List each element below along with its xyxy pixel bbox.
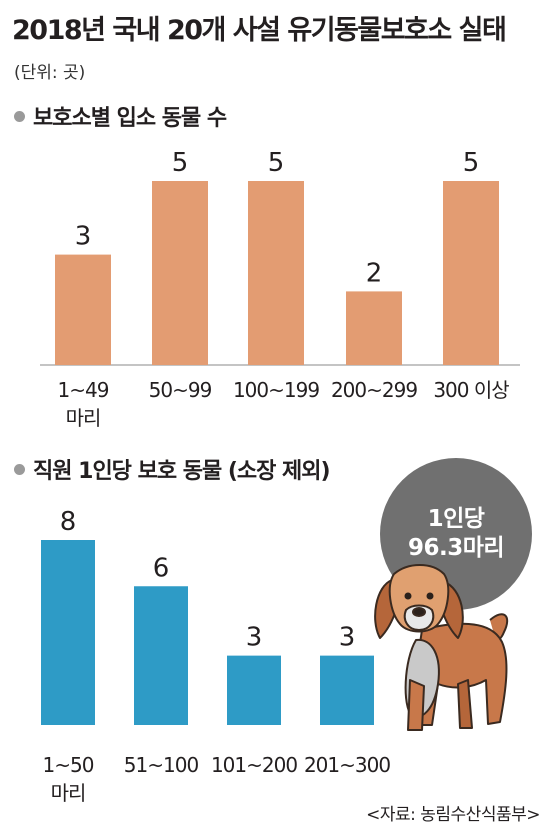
data-label: 3 [246, 623, 263, 653]
tick-label: 201~300 [304, 753, 390, 777]
bullet-icon [14, 110, 25, 122]
chart-intake: 3 1~49 마리 5 50~99 5 100~199 2 200~299 5 300 이상 [40, 148, 520, 430]
data-label: 5 [268, 148, 285, 178]
tick-label: 200~299 [331, 378, 417, 402]
dog-illustration-icon [374, 564, 509, 731]
badge-line2: 96.3마리 [407, 535, 505, 561]
tick-label: 50~99 [149, 378, 212, 402]
data-label: 5 [463, 148, 480, 178]
data-label: 2 [366, 258, 383, 288]
tick-label: 1~50 [43, 753, 94, 777]
bar [248, 181, 304, 365]
data-label: 3 [75, 222, 92, 252]
bar [41, 540, 95, 725]
chart-staff-ratio: 8 1~50 마리 6 51~100 3 101~200 3 201~300 [41, 507, 391, 805]
source-note: <자료: 농림수산식품부> [366, 805, 540, 825]
tick-label: 300 이상 [433, 378, 509, 402]
tick-label: 101~200 [211, 753, 297, 777]
bar [55, 254, 111, 365]
bar [346, 291, 402, 365]
bar [134, 586, 188, 725]
unit-label: (단위: 곳) [14, 63, 86, 83]
tick-label: 마리 [66, 406, 101, 430]
data-label: 5 [172, 148, 189, 178]
data-label: 3 [339, 623, 356, 653]
bar [443, 181, 499, 365]
bar [152, 181, 208, 365]
page-title: 2018년 국내 20개 사설 유기동물보호소 실태 [12, 15, 507, 46]
bullet-icon [14, 463, 25, 475]
data-label: 6 [153, 553, 170, 583]
tick-label: 1~49 [58, 378, 109, 402]
bar [320, 655, 374, 725]
chart1-heading: 보호소별 입소 동물 수 [14, 100, 227, 132]
tick-label: 100~199 [233, 378, 319, 402]
bar [227, 655, 281, 725]
badge-line1: 1인당 [427, 506, 485, 533]
chart2-title: 직원 1인당 보호 동물 (소장 제외) [33, 459, 331, 484]
chart2-heading: 직원 1인당 보호 동물 (소장 제외) [14, 453, 331, 485]
tick-label: 마리 [51, 781, 86, 805]
data-label: 8 [60, 507, 77, 537]
chart1-title: 보호소별 입소 동물 수 [33, 106, 227, 131]
tick-label: 51~100 [124, 753, 199, 777]
